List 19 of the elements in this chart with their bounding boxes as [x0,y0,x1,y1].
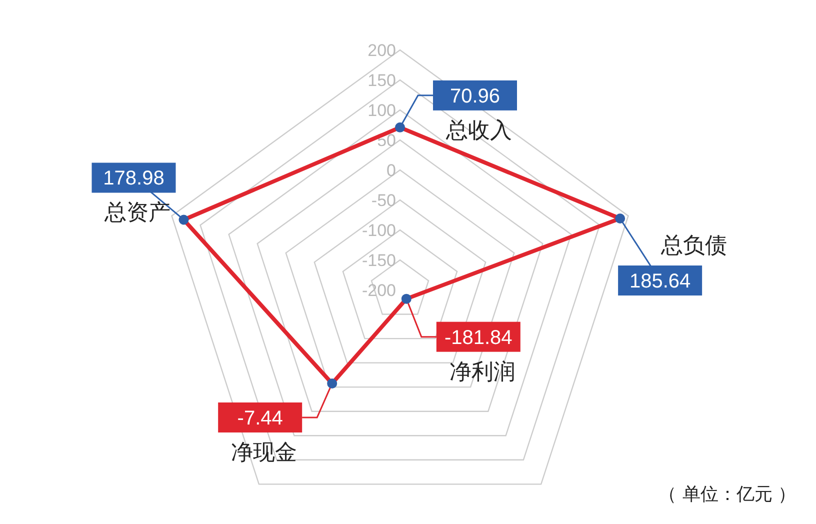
spoke-label: 总资产 [104,200,171,226]
data-label: -181.84 [444,326,512,349]
spoke-label: 净现金 [231,440,298,466]
y-tick-label: -100 [362,221,396,240]
data-label: -7.44 [237,407,283,430]
text: （ 单位：亿元 ） [658,484,796,505]
y-tick-label: -150 [362,251,396,270]
y-tick-label: -50 [371,191,396,210]
y-tick-label: -200 [362,281,396,300]
spoke-label: 净利润 [449,360,516,385]
y-tick-label: 100 [368,101,396,120]
y-tick-label: 0 [386,161,396,180]
data-label: 178.98 [103,168,164,190]
y-tick-label: 150 [368,71,396,90]
spoke-label: 总负债 [660,234,728,258]
data-label: 185.64 [629,270,691,292]
y-tick-label: 200 [368,41,396,60]
data-label: 70.96 [450,85,500,108]
spoke-label: 总收入 [445,118,512,144]
